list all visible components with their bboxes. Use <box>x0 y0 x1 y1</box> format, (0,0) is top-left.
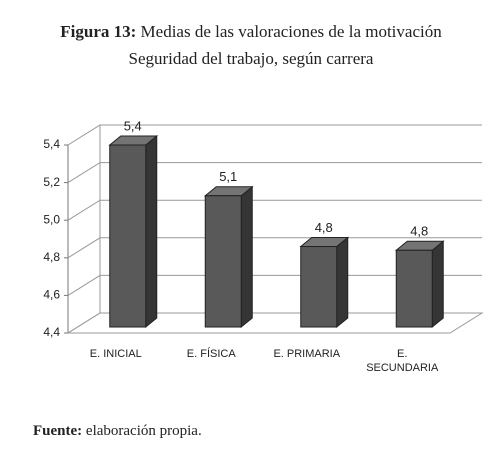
bar <box>204 195 242 328</box>
grid-line <box>67 312 482 334</box>
bar <box>395 249 433 328</box>
title-text: Medias de las valoraciones de la motivac… <box>141 22 443 41</box>
bar-side <box>145 134 158 329</box>
chart-subtitle: Seguridad del trabajo, según carrera <box>129 49 374 68</box>
y-tick-label: 4,8 <box>43 250 60 264</box>
source-label: Fuente: <box>33 423 82 439</box>
x-tick-label: E. INICIAL <box>89 348 142 360</box>
bar <box>300 246 338 328</box>
y-tick-label: 5,4 <box>43 137 60 151</box>
bar-side <box>431 240 444 329</box>
x-tick-label: E. PRIMARIA <box>273 348 341 360</box>
y-tick-label: 5,0 <box>43 212 60 226</box>
value-label: 5,1 <box>219 169 237 184</box>
bar <box>109 144 147 328</box>
y-tick-label: 4,4 <box>43 325 60 339</box>
bar-side <box>336 236 349 329</box>
grid-line <box>67 124 482 146</box>
source: Fuente: elaboración propia. <box>33 423 202 439</box>
x-tick-label: E. SECUNDARIA <box>366 348 439 374</box>
grid-line <box>67 274 482 296</box>
value-label: 4,8 <box>410 224 428 239</box>
value-label: 5,4 <box>124 118 142 133</box>
grid-line <box>67 237 482 259</box>
grid-line <box>67 162 482 184</box>
grid-line <box>67 199 482 221</box>
x-tick-label: E. FÍSICA <box>186 348 236 360</box>
bar-side <box>240 185 253 329</box>
title-label: Figura 13: <box>60 22 136 41</box>
y-tick-label: 5,2 <box>43 175 60 189</box>
value-label: 4,8 <box>315 220 333 235</box>
source-text: elaboración propia. <box>86 423 202 439</box>
chart-title: Figura 13: Medias de las valoraciones de… <box>60 22 442 41</box>
y-tick-label: 4,6 <box>43 288 60 302</box>
